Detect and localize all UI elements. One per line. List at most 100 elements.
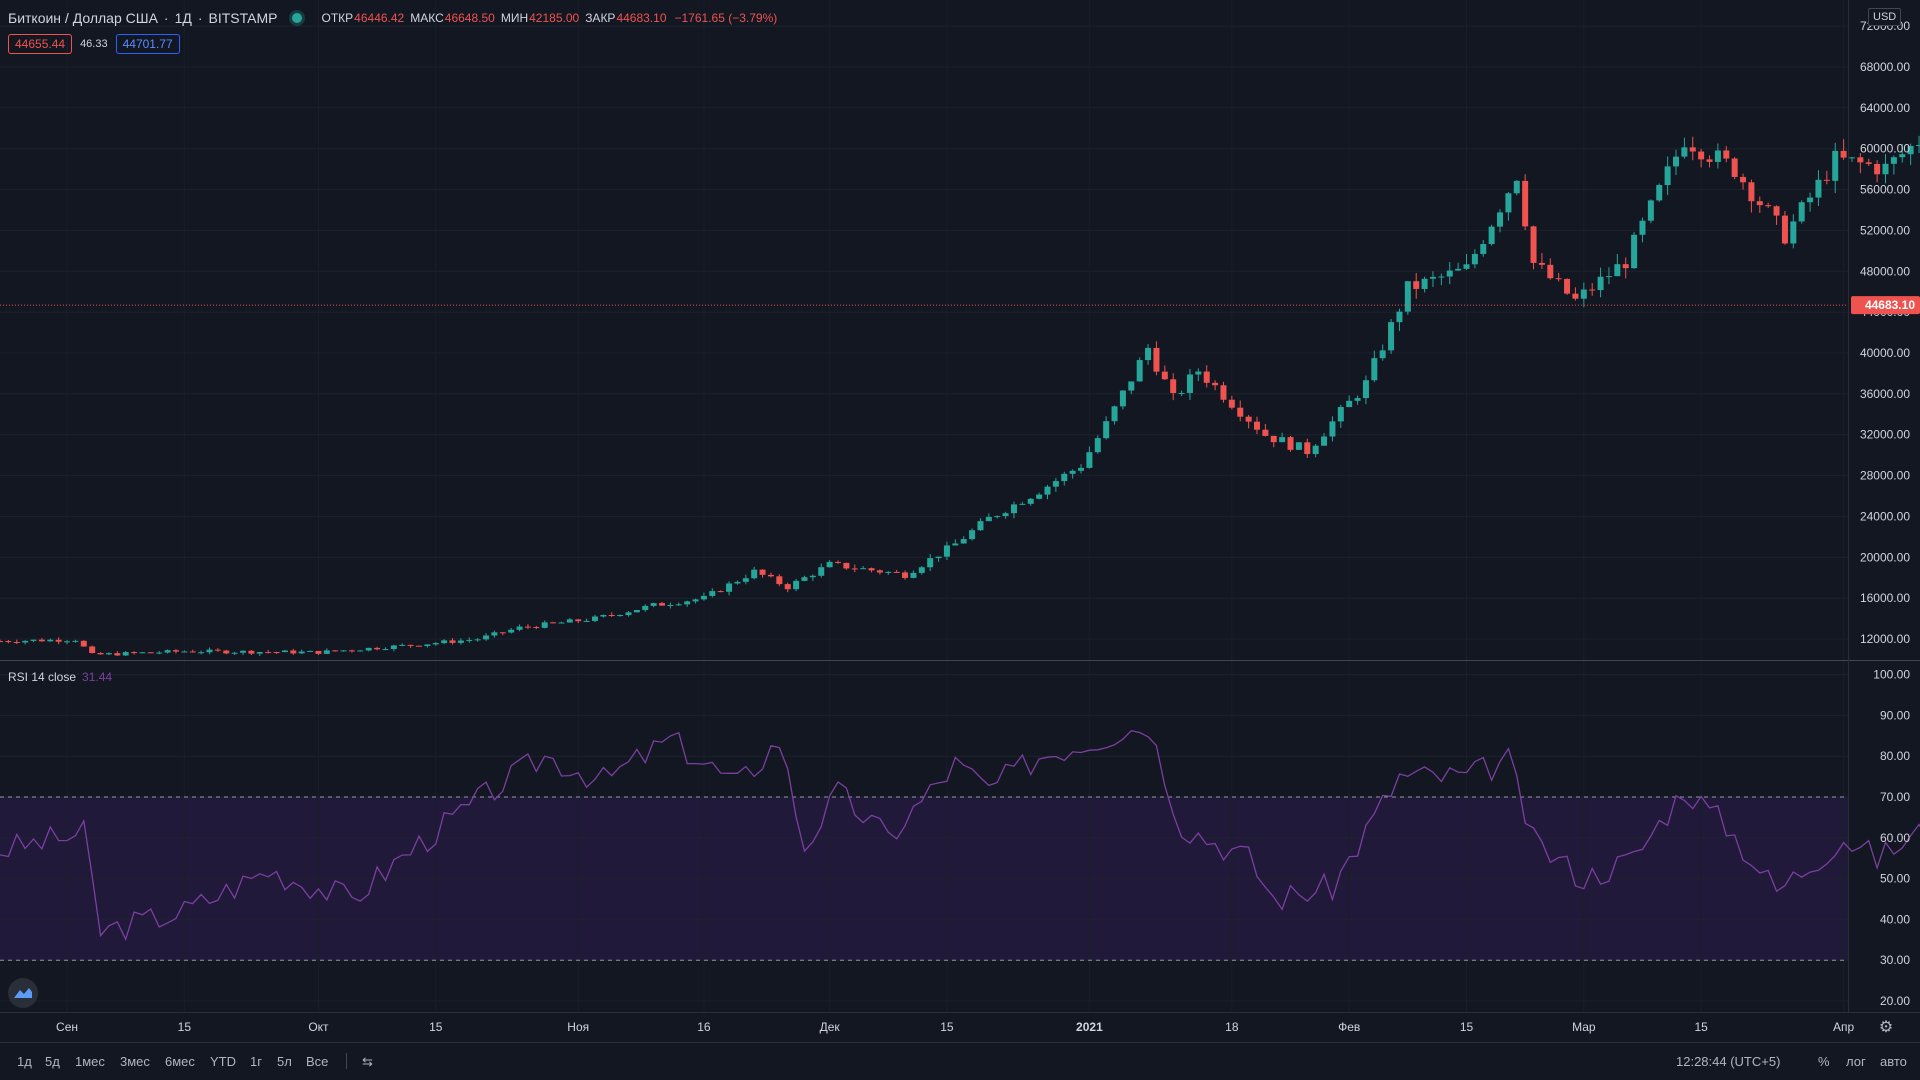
price-tick-label: 40000.00 <box>1860 346 1910 360</box>
buy-button[interactable]: 44701.77 <box>115 34 180 54</box>
exchange-label: BITSTAMP <box>208 10 278 26</box>
candle-body <box>633 609 640 613</box>
price-tick-label: 48000.00 <box>1860 264 1910 278</box>
candle-body <box>1538 262 1545 265</box>
log-toggle[interactable]: лог <box>1846 1054 1866 1069</box>
candle-body <box>323 650 330 654</box>
candle-body <box>1438 276 1445 278</box>
time-tick-label: Ноя <box>567 1020 589 1034</box>
candle-body <box>332 650 339 652</box>
candle-body <box>1379 350 1386 359</box>
sell-button[interactable]: 44655.44 <box>8 34 73 54</box>
candle-body <box>181 651 188 653</box>
time-tick-label: Дек <box>820 1020 841 1034</box>
candle-body <box>1916 145 1920 147</box>
auto-toggle[interactable]: авто <box>1880 1054 1907 1069</box>
candle-body <box>399 644 406 646</box>
candle-body <box>80 640 87 647</box>
candle-body <box>1480 244 1487 254</box>
candle-body <box>1170 379 1177 394</box>
candle-body <box>541 622 548 628</box>
candle-body <box>147 652 154 654</box>
candle-body <box>122 652 129 656</box>
price-pane[interactable] <box>0 0 1848 660</box>
time-tick-label: 15 <box>1694 1020 1708 1034</box>
range-5y-button[interactable]: 5л <box>277 1054 292 1069</box>
clock-display[interactable]: 12:28:44 (UTC+5) <box>1676 1054 1781 1069</box>
range-all-button[interactable]: Все <box>306 1054 329 1069</box>
tradingview-logo-icon[interactable] <box>8 978 38 1008</box>
high-value: 46648.50 <box>444 11 495 25</box>
market-status-icon[interactable] <box>291 13 302 23</box>
range-6m-button[interactable]: 6мес <box>165 1054 195 1069</box>
candle-body <box>1874 163 1881 175</box>
range-1y-button[interactable]: 1г <box>250 1054 262 1069</box>
separator-dot: · <box>163 10 169 26</box>
candle-body <box>1463 264 1470 269</box>
rsi-legend[interactable]: RSI 14 close 31.44 <box>8 670 112 684</box>
candle-body <box>625 612 632 616</box>
range-ytd-button[interactable]: YTD <box>210 1054 236 1069</box>
candle-body <box>424 644 431 647</box>
candle-body <box>1798 202 1805 222</box>
candle-body <box>759 569 766 575</box>
symbol-name[interactable]: Биткоин / Доллар США <box>8 10 158 26</box>
candle-body <box>1145 347 1152 361</box>
candle-body <box>1287 437 1294 450</box>
price-tick-label: 24000.00 <box>1860 509 1910 523</box>
date-range-icon[interactable]: ⇆ <box>362 1054 373 1069</box>
candle-body <box>265 652 272 654</box>
range-1m-button[interactable]: 1мес <box>75 1054 105 1069</box>
candle-body <box>960 539 967 544</box>
candle-body <box>1807 197 1814 203</box>
currency-button[interactable]: USD <box>1868 8 1902 26</box>
candle-body <box>1237 407 1244 417</box>
candle-body <box>1186 374 1193 393</box>
candle-body <box>1270 435 1277 443</box>
candle-body <box>449 640 456 643</box>
candle-body <box>868 568 875 571</box>
candle-body <box>315 650 322 654</box>
low-value: 42185.00 <box>529 11 580 25</box>
quote-panel: 44655.44 46.33 44701.77 <box>8 34 180 54</box>
candle-body <box>131 652 138 654</box>
candle-body <box>198 652 205 654</box>
range-1d-button[interactable]: 1д <box>17 1054 32 1069</box>
candle-body <box>1748 182 1755 202</box>
candle-body <box>13 641 20 643</box>
candle-body <box>1899 154 1906 158</box>
candle-body <box>667 604 674 606</box>
candle-body <box>214 649 221 651</box>
time-tick-label: 15 <box>1460 1020 1474 1034</box>
candle-body <box>114 653 121 656</box>
candle-body <box>1010 504 1017 514</box>
candle-body <box>1078 467 1085 471</box>
candle-body <box>985 516 992 522</box>
candle-body <box>1848 157 1855 159</box>
gear-icon[interactable]: ⚙ <box>1878 1019 1894 1036</box>
interval-label[interactable]: 1Д <box>174 10 192 26</box>
candle-body <box>1756 201 1763 206</box>
candle-body <box>1044 486 1051 495</box>
candle-body <box>1572 293 1579 299</box>
range-5d-button[interactable]: 5д <box>45 1054 60 1069</box>
candle-body <box>927 558 934 568</box>
candle-body <box>1706 159 1713 162</box>
candle-body <box>977 521 984 531</box>
last-price-tag[interactable] <box>1851 296 1920 315</box>
candle-body <box>1723 150 1730 159</box>
percent-toggle[interactable]: % <box>1818 1054 1830 1069</box>
candle-body <box>516 626 523 630</box>
candle-body <box>348 650 355 652</box>
candle-body <box>1094 438 1101 453</box>
range-3m-button[interactable]: 3мес <box>120 1054 150 1069</box>
change-value: −1761.65 (−3.79%) <box>674 11 778 25</box>
candle-body <box>1865 162 1872 164</box>
candle-body <box>1698 151 1705 160</box>
candle-body <box>550 622 557 624</box>
candle-body <box>583 620 590 622</box>
candle-body <box>1153 347 1160 372</box>
candle-body <box>1203 371 1210 383</box>
candle-body <box>1522 180 1529 227</box>
